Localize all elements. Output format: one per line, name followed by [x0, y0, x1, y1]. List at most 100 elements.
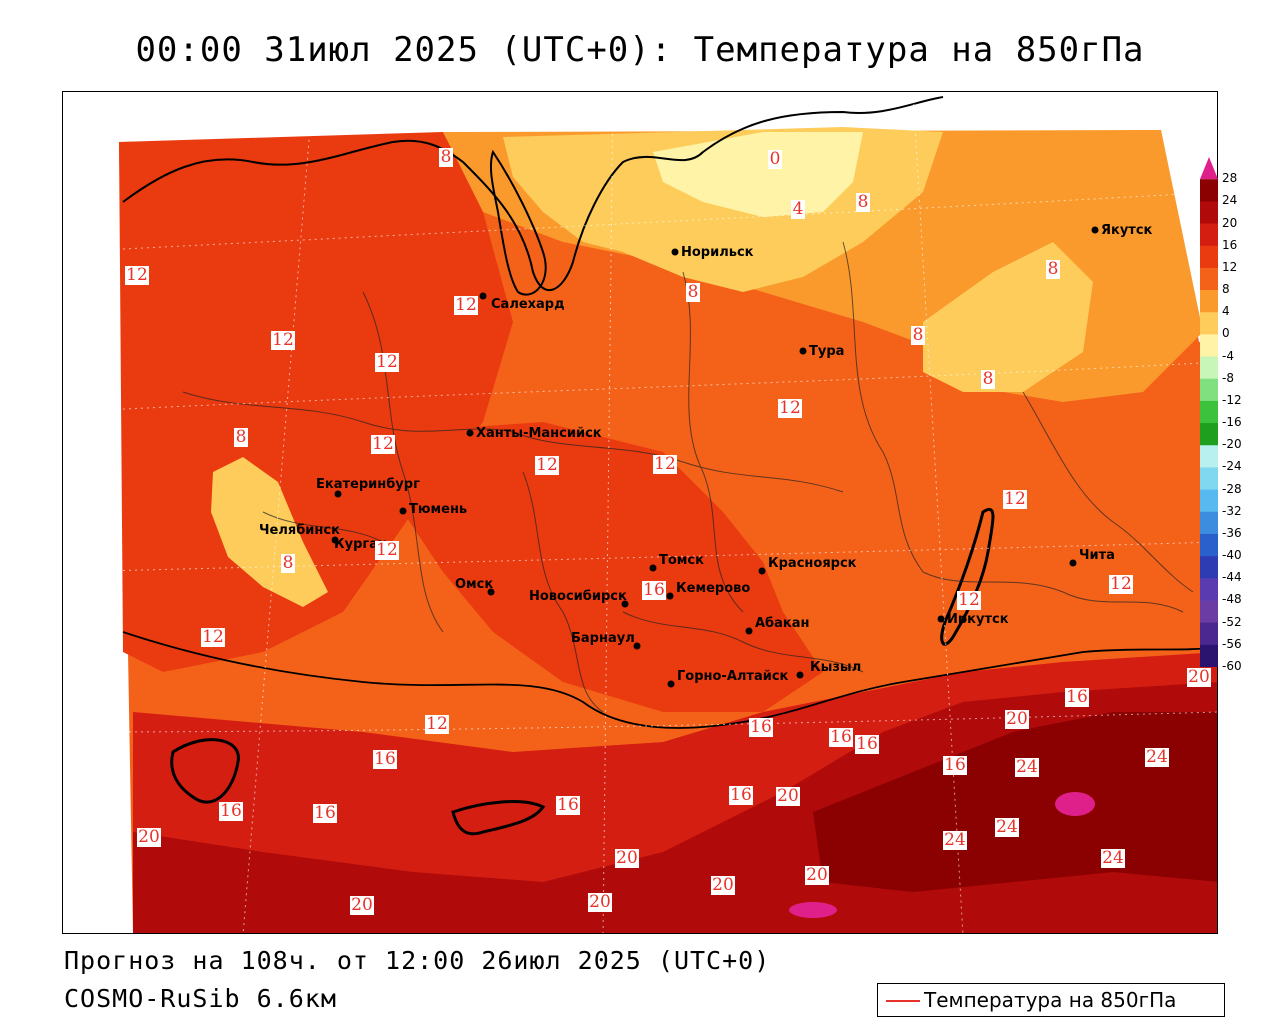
city-label: Кызыл	[810, 660, 861, 675]
isotherm-label: 20	[589, 892, 611, 912]
isotherm-label: 12	[376, 352, 398, 372]
colorbar-tick-label: 16	[1222, 237, 1238, 252]
isotherm-label: 20	[351, 895, 373, 915]
isotherm-label-bg	[943, 831, 967, 850]
colorbar-tick-label: 20	[1222, 215, 1238, 230]
isotherm-label-bg	[535, 456, 559, 475]
isotherm-label: 20	[1006, 709, 1028, 729]
isotherm-label-bg	[829, 728, 853, 747]
isotherm-label: 12	[1004, 489, 1026, 509]
city-dot	[796, 671, 804, 679]
city-dot	[745, 627, 753, 635]
city-dot	[649, 564, 657, 572]
temp-field-8-east	[923, 242, 1093, 392]
city-dot	[666, 592, 674, 600]
isotherm-label-bg	[1065, 688, 1089, 707]
city-dot	[399, 507, 407, 515]
isotherm-label-bg	[1145, 748, 1169, 767]
city-label: Тюмень	[409, 502, 467, 517]
colorbar-tick-label: -16	[1222, 415, 1242, 430]
isotherm-label: 8	[858, 192, 869, 212]
isotherm-label-bg	[313, 804, 337, 823]
isotherm-label-bg	[234, 428, 248, 447]
yamal-peninsula	[489, 149, 547, 296]
isotherm-label: 8	[283, 553, 294, 573]
isotherm-label-bg	[1005, 710, 1029, 729]
isotherm-label-bg	[281, 554, 295, 573]
colorbar	[1200, 157, 1218, 668]
isotherm-label: 24	[1016, 757, 1038, 777]
colorbar-segment	[1200, 223, 1218, 247]
city-label: Чита	[1079, 548, 1115, 563]
city-label: Курган	[334, 537, 387, 552]
isotherm-label: 0	[770, 149, 781, 169]
colorbar-tick-label: -52	[1222, 614, 1242, 629]
isotherm-label-bg	[686, 283, 700, 302]
city-label: Томск	[659, 553, 704, 568]
isotherm-label: 12	[202, 627, 224, 647]
isotherm-label-bg	[454, 296, 478, 315]
lake-baikal	[940, 508, 995, 646]
temp-field-24-core	[813, 712, 1217, 892]
temp-field-12-16-west	[119, 132, 513, 672]
temp-field-28-spot-2	[789, 902, 837, 918]
isotherm-label-bg	[1015, 758, 1039, 777]
colorbar-tick-label: 4	[1222, 304, 1230, 319]
colorbar-tick-label: 28	[1222, 171, 1238, 186]
isotherm-label: 16	[830, 727, 852, 747]
isotherm-label-bg	[125, 266, 149, 285]
isotherm-label: 8	[441, 147, 452, 167]
isotherm-label: 20	[712, 875, 734, 895]
isotherm-label-bg	[556, 796, 580, 815]
colorbar-segment	[1200, 245, 1218, 269]
isotherm-label-bg	[856, 193, 870, 212]
isotherm-label: 8	[236, 427, 247, 447]
isotherm-label-bg	[373, 750, 397, 769]
isotherm-label: 16	[730, 785, 752, 805]
isotherm-label-bg	[981, 370, 995, 389]
city-label: Ханты-Мансийск	[476, 426, 602, 441]
colorbar-top-arrow	[1200, 157, 1218, 180]
isotherm-label-bg	[1046, 260, 1060, 279]
colorbar-tick-label: -4	[1222, 348, 1234, 363]
isotherm-label: 16	[750, 717, 772, 737]
isotherm-label: 20	[138, 827, 160, 847]
colorbar-segment	[1200, 556, 1218, 579]
isotherm-label-bg	[615, 849, 639, 868]
city-dot	[671, 248, 679, 256]
isotherm-labels: 0 4 8 8 8 8 8 8 8 8 12 12 12 12 12 12 12 12 12 12 12 12 12 12 16…	[125, 147, 1211, 915]
city-label: Салехард	[491, 297, 565, 312]
isotherm-label: 12	[536, 455, 558, 475]
admin-boundaries	[182, 241, 1194, 713]
isotherm-label: 24	[1146, 747, 1168, 767]
isotherm-label: 8	[983, 369, 994, 389]
isotherm-label-bg	[1187, 668, 1211, 687]
isotherm-label: 12	[654, 454, 676, 474]
colorbar-tick-label: -36	[1222, 525, 1242, 540]
isotherm-label-bg	[375, 541, 399, 560]
city-label: Иркутск	[947, 612, 1009, 627]
temperature-map: Салехард Норильск Якутск Тура Ханты-Мансийск…	[62, 91, 1218, 934]
isotherm-label: 20	[777, 786, 799, 806]
map-title: 00:00 31июл 2025 (UTC+0): Температура на…	[135, 30, 1145, 70]
city-dot	[633, 642, 641, 650]
colorbar-tick-label: -60	[1222, 659, 1242, 673]
legend-label: Температура на 850гПа	[924, 988, 1177, 1012]
colorbar-segment	[1200, 334, 1218, 358]
isotherm-label-bg	[653, 455, 677, 474]
city-dot	[621, 600, 629, 608]
isotherm-label-bg	[425, 715, 449, 734]
city-label: Екатеринбург	[316, 477, 420, 492]
colorbar-segment	[1200, 201, 1218, 225]
colorbar-tick-label: -32	[1222, 503, 1242, 518]
city-label: Якутск	[1101, 223, 1153, 238]
temp-field-28-spot	[1055, 792, 1095, 816]
isotherm-label: 12	[126, 265, 148, 285]
isotherm-label: 20	[1188, 667, 1210, 687]
city-dot	[487, 588, 495, 596]
isotherm-label: 20	[806, 865, 828, 885]
isotherm-label-bg	[375, 353, 399, 372]
city-label: Красноярск	[768, 556, 857, 571]
isotherm-label-bg	[911, 326, 925, 345]
isotherm-label: 16	[944, 755, 966, 775]
